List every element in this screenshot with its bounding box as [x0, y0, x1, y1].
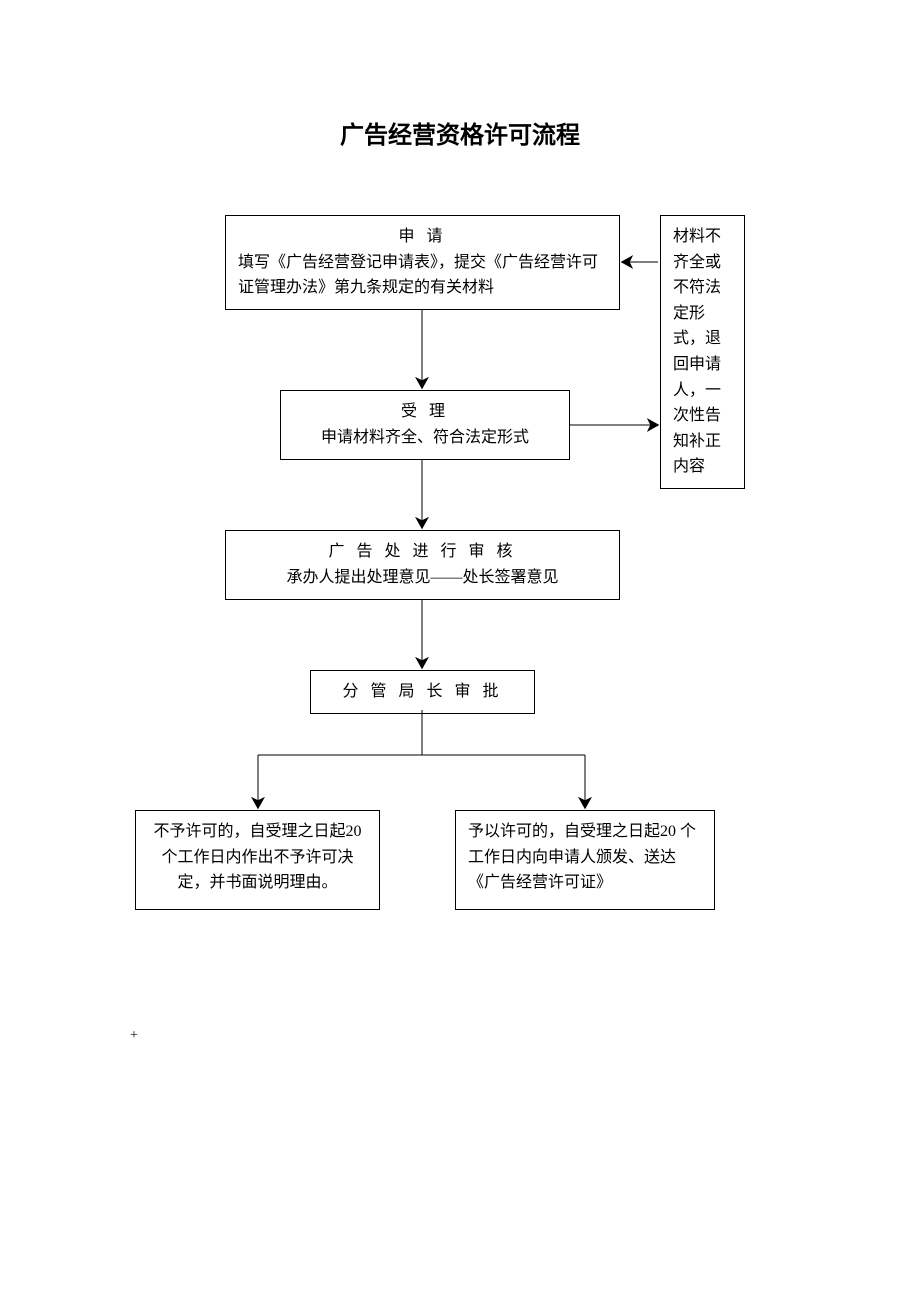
node-grant-result: 予以许可的，自受理之日起20 个工作日内向申请人颁发、送达《广告经营许可证》 — [455, 810, 715, 910]
node-accept: 受 理 申请材料齐全、符合法定形式 — [280, 390, 570, 460]
node-apply-heading: 申 请 — [238, 224, 607, 250]
node-accept-heading: 受 理 — [293, 399, 557, 425]
node-approve-heading: 分 管 局 长 审 批 — [323, 679, 522, 705]
node-side-body: 材料不齐全或不符法定形式，退回申请人，一次性告知补正内容 — [673, 224, 732, 480]
title-text: 广告经营资格许可流程 — [340, 123, 580, 149]
node-reject-result: 不予许可的，自受理之日起20 个工作日内作出不予许可决定，并书面说明理由。 — [135, 810, 380, 910]
node-review: 广 告 处 进 行 审 核 承办人提出处理意见——处长签署意见 — [225, 530, 620, 600]
node-approve: 分 管 局 长 审 批 — [310, 670, 535, 714]
node-accept-body: 申请材料齐全、符合法定形式 — [293, 425, 557, 451]
node-grant-body: 予以许可的，自受理之日起20 个工作日内向申请人颁发、送达《广告经营许可证》 — [468, 819, 702, 896]
page-title: 广告经营资格许可流程 — [0, 115, 920, 150]
node-side-note: 材料不齐全或不符法定形式，退回申请人，一次性告知补正内容 — [660, 215, 745, 489]
node-apply-body: 填写《广告经营登记申请表》，提交《广告经营许可证管理办法》第九条规定的有关材料 — [238, 250, 607, 301]
footer-mark-text: + — [130, 1028, 138, 1043]
node-apply: 申 请 填写《广告经营登记申请表》，提交《广告经营许可证管理办法》第九条规定的有… — [225, 215, 620, 310]
node-reject-body: 不予许可的，自受理之日起20 个工作日内作出不予许可决定，并书面说明理由。 — [148, 819, 367, 896]
flowchart-edges — [0, 0, 920, 1302]
node-review-heading: 广 告 处 进 行 审 核 — [238, 539, 607, 565]
node-review-body: 承办人提出处理意见——处长签署意见 — [238, 565, 607, 591]
footer-plus-mark: + — [130, 1028, 138, 1044]
